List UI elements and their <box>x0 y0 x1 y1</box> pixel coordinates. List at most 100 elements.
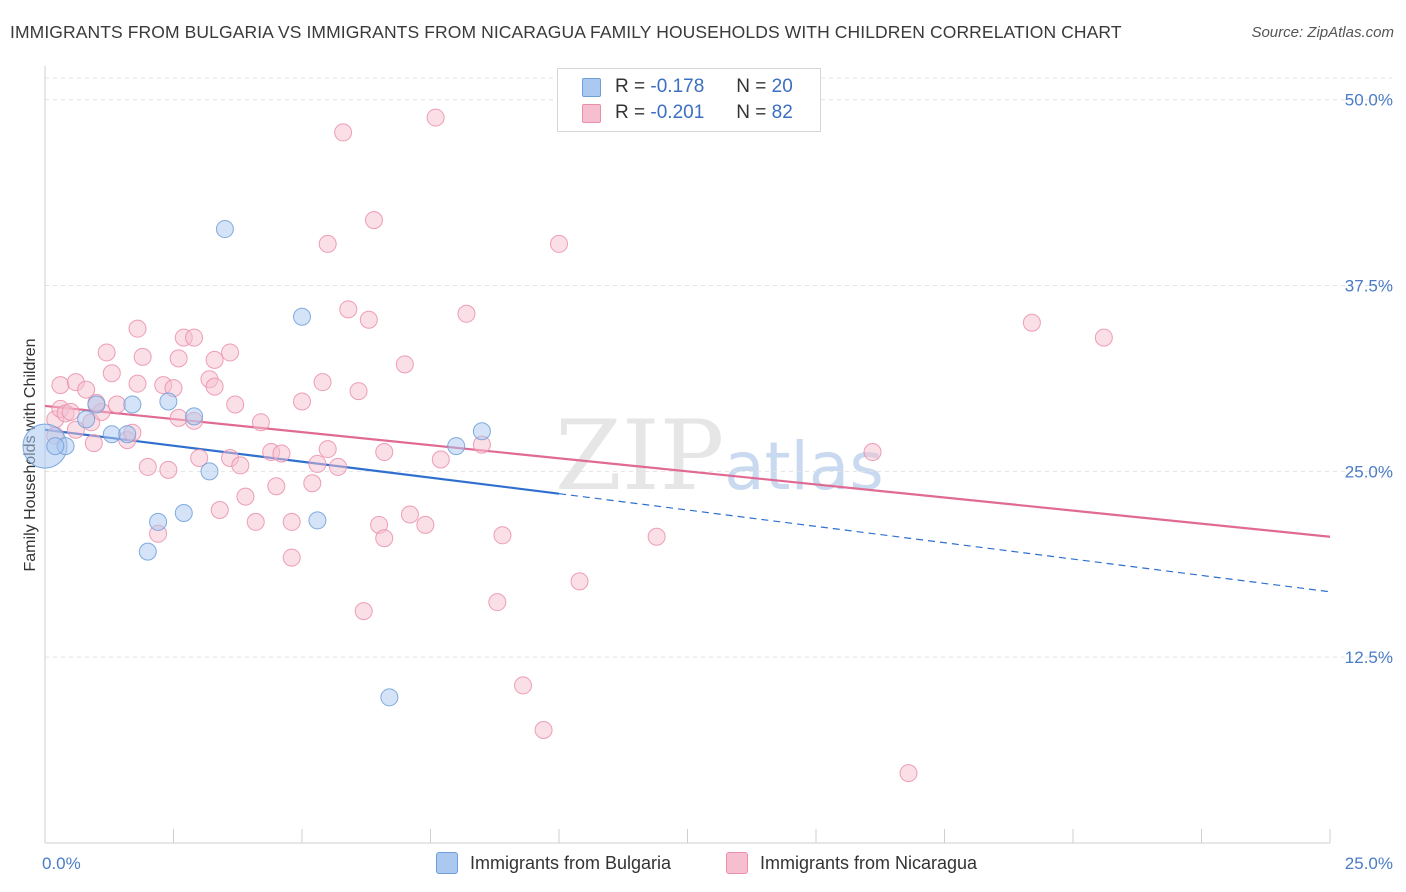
nicaragua-point <box>159 460 178 479</box>
nicaragua-point <box>431 450 450 469</box>
nicaragua-point <box>364 211 383 230</box>
data-points <box>22 108 1113 783</box>
legend-n-value: 82 <box>771 102 793 123</box>
legend-n-label: N = <box>736 76 767 97</box>
legend-r-value: -0.201 <box>650 102 705 123</box>
nicaragua-point <box>190 448 209 467</box>
nicaragua-point <box>246 512 265 531</box>
legend-item-nicaragua: Immigrants from Nicaragua <box>726 852 977 874</box>
watermark-main: ZIP <box>555 400 725 512</box>
nicaragua-point <box>318 440 337 459</box>
legend-row-bulgaria: R = -0.178 N = 20 <box>582 75 793 99</box>
legend-n-value: 20 <box>771 76 793 97</box>
nicaragua-point <box>282 512 301 531</box>
nicaragua-point <box>349 382 368 401</box>
y-tick-label: 50.0% <box>1345 91 1393 110</box>
nicaragua-point <box>339 300 358 319</box>
y-tick-label: 12.5% <box>1345 648 1393 667</box>
nicaragua-point <box>318 234 337 253</box>
x-tick-label: 0.0% <box>42 854 81 873</box>
nicaragua-point <box>375 529 394 548</box>
bulgaria-point <box>472 422 491 441</box>
y-tick-label: 25.0% <box>1345 462 1393 481</box>
nicaragua-point <box>493 526 512 545</box>
nicaragua-point <box>128 319 147 338</box>
nicaragua-point <box>251 413 270 432</box>
nicaragua-point <box>221 343 240 362</box>
nicaragua-point <box>400 505 419 524</box>
nicaragua-point <box>550 234 568 253</box>
bulgaria-point <box>87 395 106 414</box>
legend-swatch-bulgaria <box>582 77 601 97</box>
nicaragua-point <box>205 350 224 369</box>
nicaragua-point <box>359 310 378 329</box>
legend-label-bulgaria: Immigrants from Bulgaria <box>470 852 672 873</box>
nicaragua-point <box>84 434 103 453</box>
nicaragua-point <box>169 408 188 427</box>
watermark: ZIPatlas <box>555 400 884 512</box>
bulgaria-point <box>200 462 219 481</box>
bulgaria-point <box>308 511 327 530</box>
series-legend: Immigrants from Bulgaria Immigrants from… <box>0 852 1406 878</box>
legend-swatch-nicaragua <box>582 103 601 123</box>
bulgaria-point <box>102 425 121 444</box>
bulgaria-point <box>293 307 311 326</box>
bulgaria-point <box>215 220 234 239</box>
nicaragua-point <box>647 527 666 546</box>
nicaragua-point <box>128 374 147 393</box>
nicaragua-point <box>863 443 882 462</box>
chart-title: IMMIGRANTS FROM BULGARIA VS IMMIGRANTS F… <box>10 22 1122 42</box>
nicaragua-point <box>210 501 229 520</box>
watermark-sub: atlas <box>724 428 884 505</box>
nicaragua-point <box>375 443 394 462</box>
nicaragua-point <box>570 572 589 591</box>
nicaragua-point <box>138 457 157 476</box>
nicaragua-point <box>303 474 322 493</box>
nicaragua-point <box>236 487 255 506</box>
legend-label-nicaragua: Immigrants from Nicaragua <box>760 852 978 873</box>
legend-swatch-nicaragua <box>726 852 748 874</box>
nicaragua-point <box>133 347 152 366</box>
bulgaria-point <box>380 688 399 707</box>
x-tick-label: 25.0% <box>1345 854 1393 873</box>
nicaragua-point <box>97 343 116 362</box>
nicaragua-point <box>77 380 96 399</box>
nicaragua-point <box>457 304 476 323</box>
y-tick-label: 37.5% <box>1345 277 1393 296</box>
nicaragua-point <box>185 328 204 347</box>
bulgaria-point <box>149 512 168 531</box>
stats-legend: R = -0.178 N = 20 R = -0.201 N = 82 <box>557 68 821 132</box>
nicaragua-point <box>426 108 445 127</box>
legend-r-value: -0.178 <box>650 76 705 97</box>
bulgaria-point <box>159 392 178 411</box>
bulgaria-point <box>46 437 65 456</box>
nicaragua-point <box>514 676 533 695</box>
nicaragua-point <box>226 395 245 414</box>
bulgaria-point <box>118 425 137 444</box>
trend-line-bulgaria-extension <box>558 493 1331 593</box>
nicaragua-point <box>282 548 301 567</box>
legend-n-label: N = <box>736 102 767 123</box>
source-credit: Source: ZipAtlas.com <box>1251 24 1394 41</box>
bulgaria-point <box>447 437 466 456</box>
nicaragua-point <box>488 593 507 612</box>
bulgaria-point <box>174 503 193 522</box>
bulgaria-point <box>123 395 142 414</box>
nicaragua-point <box>293 392 311 411</box>
legend-row-nicaragua: R = -0.201 N = 82 <box>582 101 793 125</box>
nicaragua-point <box>334 123 353 142</box>
bulgaria-point <box>77 410 96 429</box>
nicaragua-point <box>267 477 286 496</box>
nicaragua-point <box>272 444 291 463</box>
nicaragua-point <box>395 355 414 374</box>
legend-item-bulgaria: Immigrants from Bulgaria <box>436 852 671 874</box>
nicaragua-point <box>313 373 332 392</box>
bulgaria-point <box>185 407 204 426</box>
tick-labels: 12.5% 25.0% 37.5% 50.0% 0.0% 25.0% <box>42 91 1393 873</box>
nicaragua-point <box>205 377 224 396</box>
nicaragua-point <box>169 349 188 368</box>
legend-swatch-bulgaria <box>436 852 458 874</box>
nicaragua-point <box>231 456 250 475</box>
legend-r-label: R = <box>615 102 646 123</box>
